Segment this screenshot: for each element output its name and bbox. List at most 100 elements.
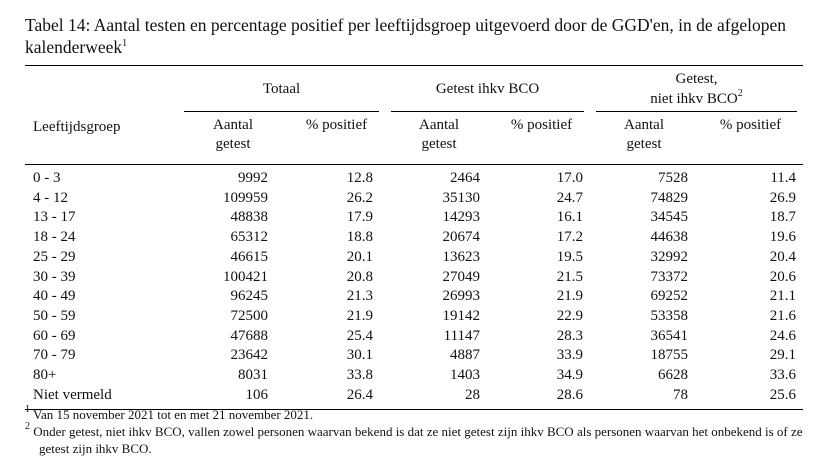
row-label: 0 - 3: [33, 170, 61, 186]
cell: 72500: [230, 307, 269, 324]
cell: 33.6: [769, 367, 797, 384]
cell: 73372: [650, 268, 689, 285]
group-title: Totaal: [262, 80, 301, 97]
table-row: Niet vermeld 106 26.4 28 28.6 78 25.6: [25, 386, 803, 410]
cell: 21.5: [556, 268, 584, 285]
cell: 17.9: [346, 209, 374, 226]
table-row: 70 - 79 23642 30.1 4887 33.9 18755 29.1: [25, 346, 803, 366]
column-header: Aantal getest: [590, 112, 699, 165]
cell: 18.8: [346, 229, 374, 246]
cell: 35130: [442, 189, 481, 206]
cell: 24.6: [769, 327, 797, 344]
cell: 44638: [650, 229, 689, 246]
group-header: Getest, niet ihkv BCO2: [590, 66, 803, 112]
cell: 11.4: [770, 170, 797, 186]
cell: 109959: [223, 189, 268, 206]
cell: 74829: [650, 189, 689, 206]
cell: 26.9: [769, 189, 797, 206]
cell: 21.9: [346, 307, 374, 324]
column-header: Aantal getest: [385, 112, 494, 165]
cell: 2464: [450, 170, 481, 186]
cell: 13623: [442, 248, 481, 265]
cell: 28: [465, 386, 481, 403]
cell: 24.7: [556, 189, 584, 206]
cell: 28.3: [556, 327, 584, 344]
cell: 9992: [238, 170, 268, 186]
cell: 17.0: [556, 170, 584, 186]
cell: 20674: [442, 229, 481, 246]
row-label: Niet vermeld: [33, 386, 112, 403]
row-label-header: Leeftijdsgroep: [25, 112, 178, 165]
cell: 25.4: [346, 327, 374, 344]
cell: 26993: [442, 288, 481, 305]
cell: 25.6: [769, 386, 797, 403]
cell: 27049: [442, 268, 481, 285]
table-row: 13 - 17 48838 17.9 14293 16.1 34545 18.7: [25, 208, 803, 228]
table-row: 80+ 8031 33.8 1403 34.9 6628 33.6: [25, 366, 803, 386]
caption: Tabel 14: Aantal testen en percentage po…: [25, 14, 810, 58]
cell: 8031: [238, 367, 268, 384]
cell: 65312: [230, 229, 269, 246]
row-label: 80+: [33, 367, 57, 384]
group-title: Getest ihkv BCO: [435, 80, 540, 97]
footnote-mark: 1: [122, 38, 128, 49]
table-row: 40 - 49 96245 21.3 26993 21.9 69252 21.1: [25, 287, 803, 307]
column-header: % positief: [493, 112, 591, 165]
row-label: 25 - 29: [33, 248, 76, 265]
cell: 106: [245, 386, 269, 403]
row-label: 50 - 59: [33, 307, 76, 324]
cell: 33.8: [346, 367, 374, 384]
row-label: 4 - 12: [33, 189, 68, 206]
cell: 47688: [230, 327, 269, 344]
group-title-line: niet ihkv BCO: [650, 90, 738, 107]
empty-cell: [25, 66, 178, 113]
footnote-text: Onder getest, niet ihkv BCO, vallen zowe…: [33, 424, 803, 456]
cell: 53358: [650, 307, 689, 324]
column-header: % positief: [288, 112, 386, 165]
row-label: 40 - 49: [33, 288, 76, 305]
table-row: 18 - 24 65312 18.8 20674 17.2 44638 19.6: [25, 228, 803, 248]
cell: 26.2: [346, 189, 374, 206]
caption-text: Tabel 14: Aantal testen en percentage po…: [25, 15, 786, 57]
cell: 18755: [650, 347, 689, 364]
table-row: 50 - 59 72500 21.9 19142 22.9 53358 21.6: [25, 307, 803, 327]
cell: 48838: [230, 209, 269, 226]
cell: 78: [673, 386, 689, 403]
row-label: 18 - 24: [33, 229, 76, 246]
row-label: 30 - 39: [33, 268, 76, 285]
cell: 16.1: [556, 209, 584, 226]
cell: 96245: [230, 288, 269, 305]
cell: 21.9: [556, 288, 584, 305]
cell: 21.1: [769, 288, 797, 305]
cell: 20.6: [769, 268, 797, 285]
table-row: 30 - 39 100421 20.8 27049 21.5 73372 20.6: [25, 268, 803, 288]
cell: 32992: [650, 248, 689, 265]
column-header: % positief: [698, 112, 804, 165]
cell: 17.2: [556, 229, 584, 246]
cell: 34545: [650, 209, 689, 226]
cell: 4887: [450, 347, 481, 364]
row-label: 13 - 17: [33, 209, 76, 226]
table-row: 0 - 3 9992 12.8 2464 17.0 7528 11.4: [25, 165, 803, 189]
footnote-mark: 2: [25, 421, 30, 432]
cell: 19.6: [769, 229, 797, 246]
cell: 7528: [658, 170, 689, 186]
cell: 33.9: [556, 347, 584, 364]
cell: 46615: [230, 248, 269, 265]
column-header: Aantal getest: [178, 112, 288, 165]
group-title: Getest,: [675, 70, 718, 87]
cell: 11147: [443, 327, 481, 344]
cell: 69252: [650, 288, 689, 305]
cell: 34.9: [556, 367, 584, 384]
cell: 14293: [442, 209, 481, 226]
cell: 26.4: [346, 386, 374, 403]
cell: 29.1: [769, 347, 797, 364]
table: Totaal Getest ihkv BCO Getest, niet ihkv …: [25, 65, 804, 411]
group-title: niet ihkv BCO2: [650, 88, 743, 109]
cell: 18.7: [769, 209, 797, 226]
group-header: Getest ihkv BCO: [385, 66, 590, 112]
cell: 21.3: [346, 288, 374, 305]
footnote: 2 Onder getest, niet ihkv BCO, vallen zo…: [25, 421, 810, 457]
footnote-text: Van 15 november 2021 tot en met 21 novem…: [33, 407, 314, 422]
